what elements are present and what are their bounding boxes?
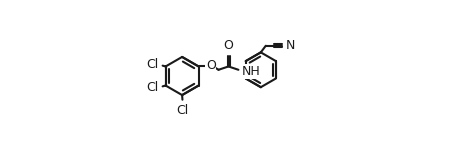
Text: Cl: Cl [177, 104, 189, 117]
Text: Cl: Cl [146, 58, 159, 71]
Text: O: O [224, 39, 234, 52]
Text: N: N [286, 39, 295, 52]
Text: Cl: Cl [146, 81, 159, 94]
Text: NH: NH [241, 65, 260, 78]
Text: O: O [206, 59, 216, 72]
